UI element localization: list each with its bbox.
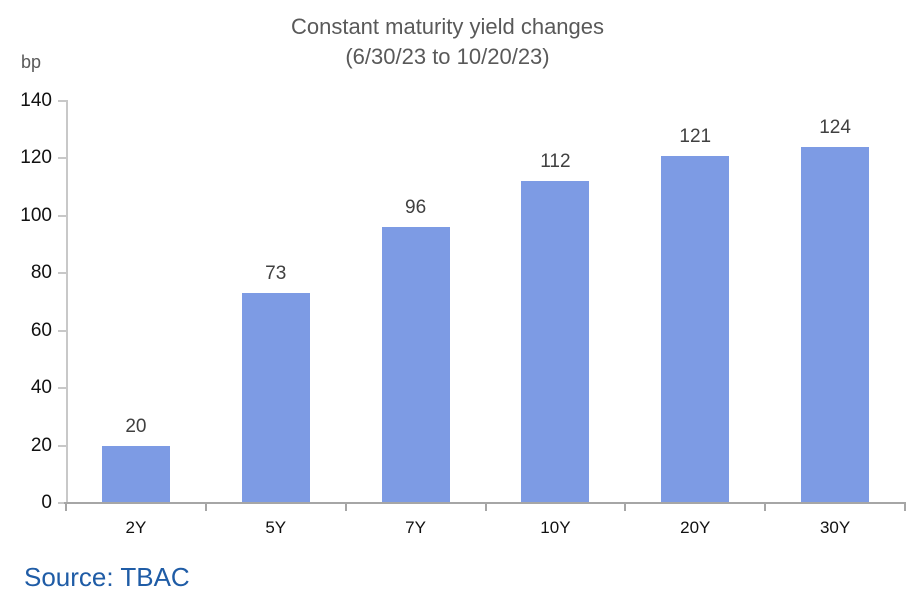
bar-7Y	[381, 227, 450, 503]
y-axis-unit-label: bp	[21, 52, 42, 72]
y-tick-mark	[58, 387, 66, 390]
bar-value-label: 73	[265, 263, 287, 285]
plot-area: 20 73 96 112 121 124	[58, 100, 906, 511]
y-axis-line	[66, 100, 68, 504]
x-tick-label-20Y: 20Y	[680, 518, 711, 537]
y-tick-label: 120	[20, 147, 52, 169]
x-axis-labels: 2Y 5Y 7Y 10Y 20Y 30Y	[66, 518, 905, 542]
bar-value-label: 121	[679, 125, 712, 147]
y-tick-mark	[58, 502, 66, 504]
x-tick-mark	[904, 503, 906, 511]
y-tick-label: 80	[30, 262, 52, 284]
y-tick-label: 0	[41, 492, 52, 513]
chart-title-line1: Constant maturity yield changes	[290, 14, 605, 39]
x-tick-mark	[624, 503, 627, 511]
x-tick-label-10Y: 10Y	[540, 518, 571, 537]
x-tick-mark	[344, 503, 347, 511]
x-tick-label-2Y: 2Y	[125, 518, 147, 537]
y-tick-mark	[58, 214, 66, 217]
x-tick-label-30Y: 30Y	[819, 518, 851, 537]
y-tick-mark	[58, 329, 66, 332]
bar-2Y	[101, 445, 170, 503]
y-tick-label: 20	[30, 434, 52, 456]
x-tick-mark	[65, 503, 67, 511]
y-tick-mark	[58, 272, 66, 275]
bar-value-label: 124	[819, 116, 851, 138]
bar-value-label: 96	[405, 197, 427, 219]
x-tick-mark	[484, 503, 487, 511]
y-tick-label: 140	[20, 90, 52, 111]
y-tick-label: 100	[20, 204, 52, 226]
chart-title: Constant maturity yield changes (6/30/23…	[0, 12, 895, 72]
bar-30Y	[801, 146, 870, 503]
chart-title-line2: (6/30/23 to 10/20/23)	[345, 44, 550, 69]
y-axis-labels: 0 20 40 60 80 100 120 140	[0, 90, 52, 513]
y-tick-mark	[58, 157, 66, 160]
y-tick-mark	[58, 444, 66, 447]
bar-10Y	[521, 181, 590, 503]
x-axis-line	[64, 502, 906, 504]
x-tick-mark	[204, 503, 207, 511]
bar-5Y	[241, 293, 310, 503]
y-tick-label: 40	[30, 377, 52, 399]
y-tick-label: 60	[30, 319, 52, 341]
bar-value-label: 20	[125, 415, 147, 437]
x-tick-label-7Y: 7Y	[405, 518, 426, 537]
bar-20Y	[661, 155, 730, 503]
x-tick-label-5Y: 5Y	[265, 518, 287, 537]
x-tick-mark	[764, 503, 767, 511]
y-tick-mark	[58, 100, 66, 102]
bar-value-label: 112	[540, 151, 571, 173]
source-attribution: Source: TBAC	[24, 562, 190, 592]
